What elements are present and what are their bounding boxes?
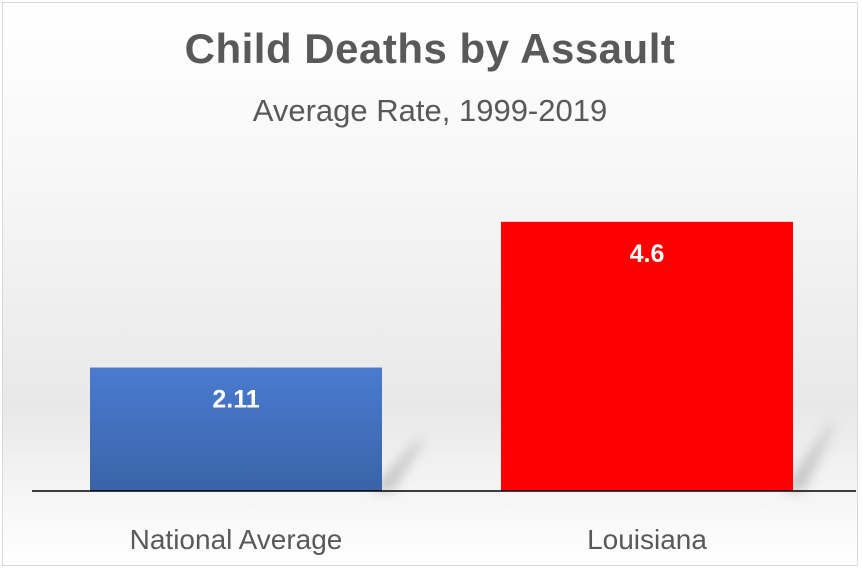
bar-national-average (90, 367, 382, 491)
category-label-0: National Average (130, 524, 343, 555)
value-labels-group: 2.11 4.6 (212, 240, 664, 414)
value-label-1: 4.6 (630, 240, 665, 268)
bar-shadows (372, 421, 833, 491)
category-labels-group: National Average Louisiana (130, 524, 708, 555)
chart-subtitle: Average Rate, 1999-2019 (252, 93, 608, 128)
bar-louisiana (501, 221, 793, 492)
bars-group (90, 221, 793, 492)
value-label-0: 2.11 (212, 386, 259, 414)
chart-title: Child Deaths by Assault (184, 25, 676, 72)
category-label-1: Louisiana (587, 524, 707, 555)
bar-shadow-1 (783, 421, 833, 491)
bar-shadow-0 (372, 435, 422, 491)
